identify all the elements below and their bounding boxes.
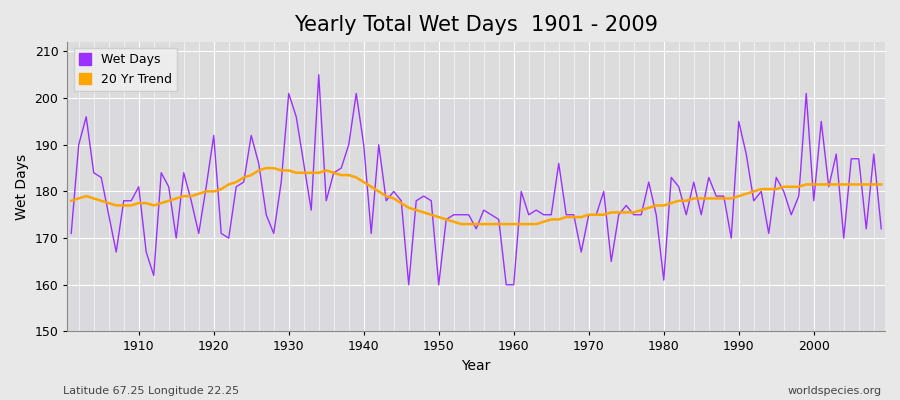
Bar [68,98,885,145]
Text: Latitude 67.25 Longitude 22.25: Latitude 67.25 Longitude 22.25 [63,386,239,396]
Legend: Wet Days, 20 Yr Trend: Wet Days, 20 Yr Trend [74,48,177,91]
Bar [68,285,885,332]
Bar [68,192,885,238]
Title: Yearly Total Wet Days  1901 - 2009: Yearly Total Wet Days 1901 - 2009 [294,15,658,35]
Text: worldspecies.org: worldspecies.org [788,386,882,396]
Y-axis label: Wet Days: Wet Days [15,154,29,220]
X-axis label: Year: Year [462,359,490,373]
